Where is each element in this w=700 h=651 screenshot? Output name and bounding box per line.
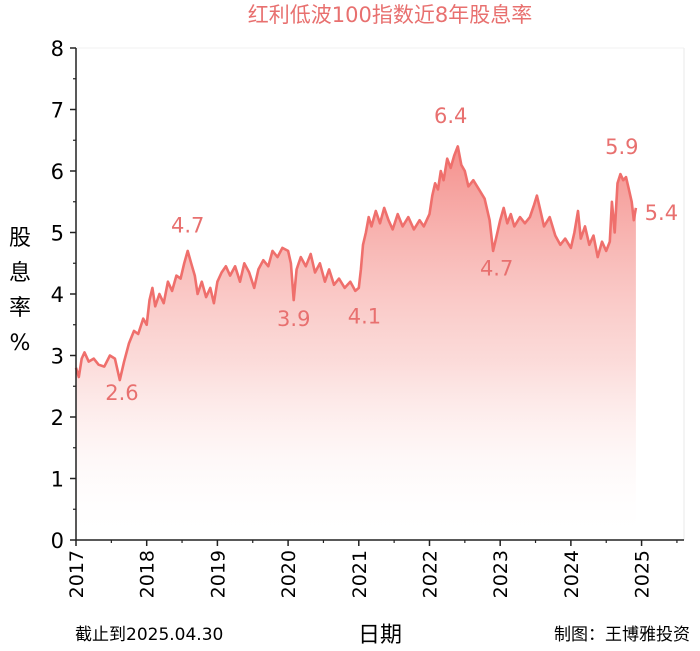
y-axis-title: 股息率% (9, 226, 31, 356)
y-axis-title-char: % (10, 331, 31, 356)
area-fill (76, 146, 636, 540)
annotations: 2.6 4.7 3.9 4.1 6.4 4.7 5.9 5.4 (105, 104, 678, 405)
y-tick-label: 7 (51, 99, 64, 123)
yield-area (76, 146, 636, 540)
x-tick-label: 2021 (349, 550, 371, 598)
value-annotation: 3.9 (277, 307, 310, 331)
credit-note: 制图：王博雅投资 (554, 625, 690, 645)
y-tick-label: 4 (51, 283, 64, 307)
y-tick-label: 0 (51, 529, 64, 553)
yield-line (74, 145, 638, 382)
value-annotation: 4.7 (480, 257, 513, 281)
x-tick-label: 2022 (419, 550, 441, 598)
x-tick-label: 2018 (137, 550, 159, 598)
value-annotation: 4.1 (348, 305, 381, 329)
x-tick-label: 2019 (207, 550, 229, 598)
x-tick-label: 2024 (561, 550, 583, 598)
y-axis-title-char: 息 (9, 261, 31, 286)
y-tick-label: 5 (51, 222, 64, 246)
x-tick-label: 2020 (278, 550, 300, 598)
y-axis: 0 1 2 3 4 5 6 7 8 (51, 37, 77, 553)
x-tick-label: 2023 (490, 550, 512, 598)
y-tick-label: 1 (51, 468, 64, 492)
y-tick-label: 6 (51, 160, 64, 184)
y-tick-label: 2 (51, 406, 64, 430)
value-annotation: 2.6 (105, 381, 138, 405)
y-axis-title-char: 率 (9, 296, 31, 321)
x-axis: 2017 2018 2019 2020 2021 2022 2023 2024 2025 (66, 539, 684, 598)
y-tick-label: 8 (51, 37, 64, 61)
x-axis-title: 日期 (358, 623, 402, 648)
y-axis-title-char: 股 (9, 226, 31, 251)
x-tick-label: 2017 (66, 550, 88, 598)
value-annotation: 5.9 (605, 135, 638, 159)
chart-title: 红利低波100指数近8年股息率 (248, 3, 532, 27)
value-annotation: 4.7 (171, 214, 204, 238)
value-annotation: 6.4 (434, 104, 467, 128)
series-line (74, 145, 638, 382)
value-annotation: 5.4 (645, 201, 678, 225)
y-tick-label: 3 (51, 345, 64, 369)
x-tick-label: 2025 (632, 550, 654, 598)
cutoff-note: 截止到2025.04.30 (75, 625, 223, 645)
